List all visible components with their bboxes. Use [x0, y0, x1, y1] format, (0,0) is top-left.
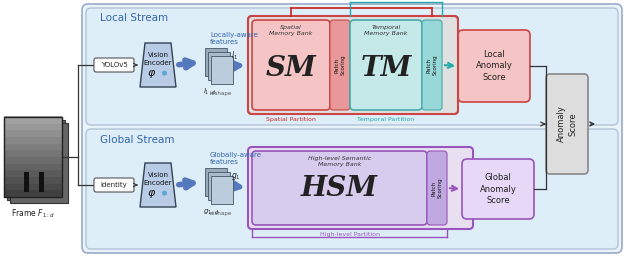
FancyBboxPatch shape	[252, 20, 330, 110]
FancyBboxPatch shape	[458, 30, 530, 102]
Text: $l_{1:d}$: $l_{1:d}$	[203, 87, 217, 97]
FancyBboxPatch shape	[82, 4, 622, 253]
Text: ❅: ❅	[161, 189, 168, 198]
Text: Vision
Encoder: Vision Encoder	[144, 52, 172, 66]
Text: Temporal Partition: Temporal Partition	[357, 117, 415, 122]
FancyBboxPatch shape	[86, 8, 618, 125]
FancyBboxPatch shape	[350, 20, 422, 110]
Text: Locally-aware
features: Locally-aware features	[210, 32, 258, 45]
Text: HSM: HSM	[301, 176, 378, 203]
Text: reshape: reshape	[210, 91, 232, 96]
FancyBboxPatch shape	[94, 178, 134, 192]
Text: Globally-aware
features: Globally-aware features	[210, 152, 262, 165]
Bar	[4, 117, 62, 197]
Text: $g_{1:d}$: $g_{1:d}$	[203, 207, 220, 217]
Bar	[4, 169, 62, 177]
Text: $\varphi$: $\varphi$	[147, 68, 157, 80]
Bar	[205, 48, 227, 76]
Bar	[7, 120, 65, 200]
Text: ❅: ❅	[161, 69, 168, 78]
Bar	[4, 189, 62, 197]
Text: $\varphi$: $\varphi$	[147, 188, 157, 200]
Bar	[211, 56, 233, 84]
Bar	[4, 129, 62, 137]
Text: Patch
Scoring: Patch Scoring	[431, 178, 443, 198]
Text: Local Stream: Local Stream	[100, 13, 168, 23]
Polygon shape	[140, 163, 176, 207]
Bar	[39, 172, 44, 192]
Bar	[4, 149, 62, 157]
Bar	[4, 123, 62, 130]
Text: YOLOv5: YOLOv5	[100, 62, 127, 68]
Bar	[4, 183, 62, 190]
Text: Patch
Scoring: Patch Scoring	[334, 55, 346, 75]
Text: Spatial
Memory Bank: Spatial Memory Bank	[269, 25, 313, 36]
Bar	[208, 172, 230, 200]
Text: $g_1$: $g_1$	[231, 170, 241, 181]
FancyBboxPatch shape	[248, 147, 473, 229]
Bar	[4, 117, 62, 197]
Text: Anomaly
Score: Anomaly Score	[557, 106, 577, 142]
Polygon shape	[140, 43, 176, 87]
FancyBboxPatch shape	[94, 58, 134, 72]
Bar	[4, 156, 62, 164]
Bar	[211, 176, 233, 204]
Bar	[4, 116, 62, 124]
Text: Patch
Scoring: Patch Scoring	[426, 55, 438, 75]
Text: Global
Anomaly
Score: Global Anomaly Score	[479, 173, 516, 205]
FancyBboxPatch shape	[427, 151, 447, 225]
Bar	[4, 136, 62, 144]
Text: Global Stream: Global Stream	[100, 135, 175, 145]
FancyBboxPatch shape	[248, 16, 458, 114]
Bar	[205, 168, 227, 196]
Text: Identity: Identity	[100, 182, 127, 188]
Text: $l_1$: $l_1$	[231, 50, 238, 62]
FancyBboxPatch shape	[462, 159, 534, 219]
Bar	[24, 172, 29, 192]
Bar	[4, 163, 62, 170]
FancyBboxPatch shape	[422, 20, 442, 110]
Text: TM: TM	[360, 54, 412, 81]
Text: High-level Partition: High-level Partition	[319, 232, 380, 237]
Bar	[4, 143, 62, 150]
Text: Frame $F_{1:d}$: Frame $F_{1:d}$	[11, 207, 55, 219]
Bar	[208, 52, 230, 80]
FancyBboxPatch shape	[86, 129, 618, 249]
Bar	[10, 123, 68, 203]
FancyBboxPatch shape	[546, 74, 588, 174]
FancyBboxPatch shape	[252, 151, 427, 225]
Text: reshape: reshape	[210, 212, 232, 216]
FancyBboxPatch shape	[330, 20, 350, 110]
Text: SM: SM	[266, 54, 316, 81]
Text: Vision
Encoder: Vision Encoder	[144, 172, 172, 186]
Text: High-level Semantic
Memory Bank: High-level Semantic Memory Bank	[308, 156, 371, 167]
Text: Spatial Partition: Spatial Partition	[266, 117, 316, 122]
Bar	[4, 176, 62, 184]
Text: Local
Anomaly
Score: Local Anomaly Score	[476, 50, 513, 82]
Text: Temporal
Memory Bank: Temporal Memory Bank	[364, 25, 408, 36]
